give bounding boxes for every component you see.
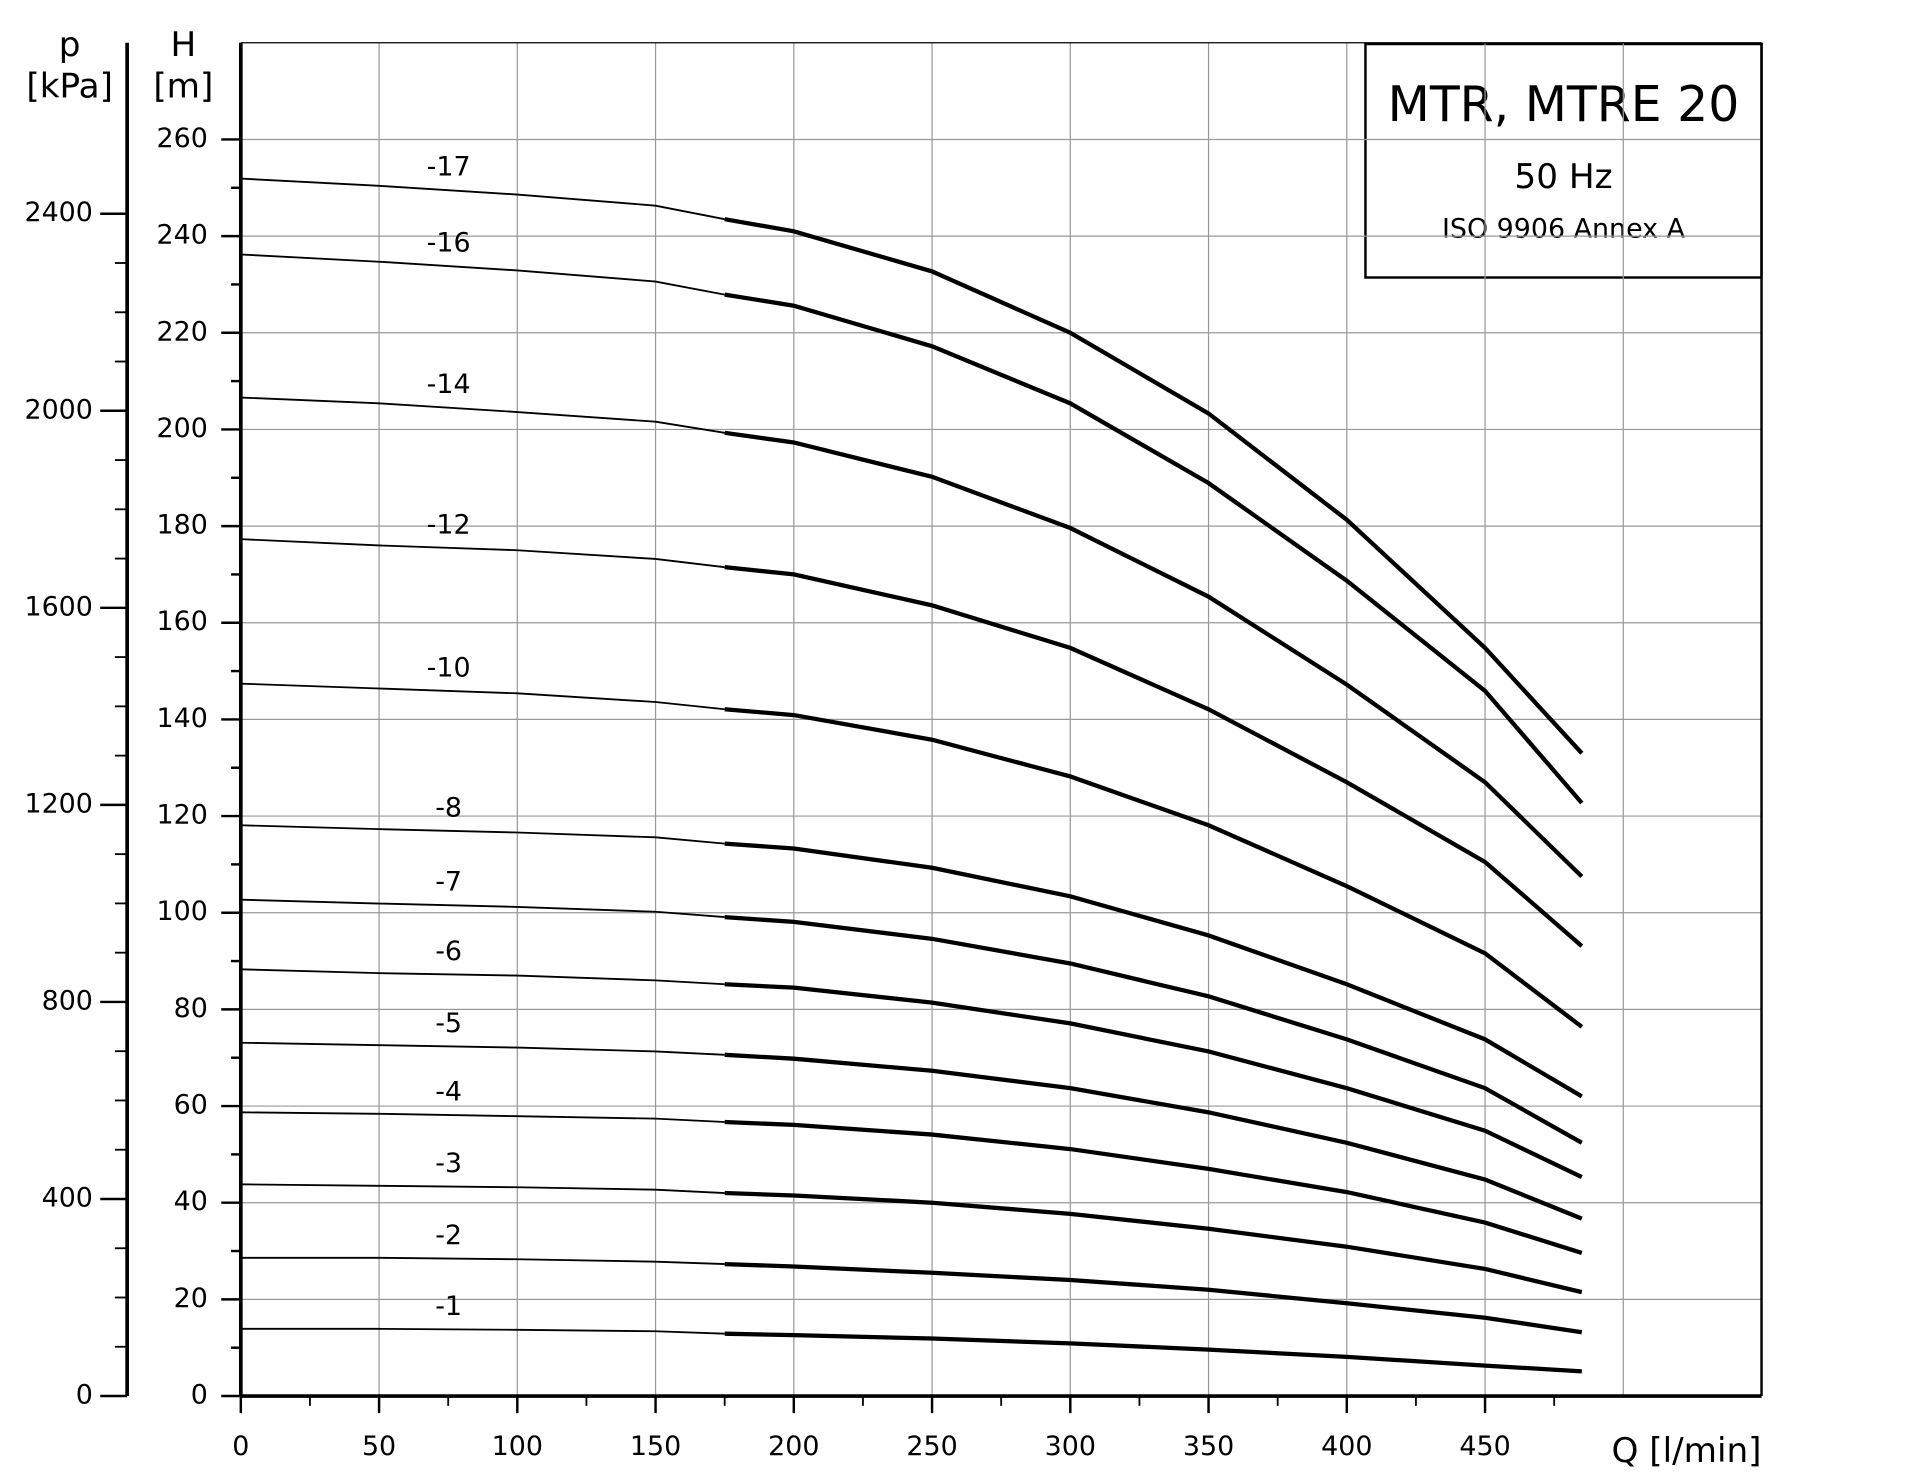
series-label: -6: [435, 936, 462, 967]
y-tick-label: 240: [157, 220, 208, 251]
series-label: -5: [435, 1008, 462, 1039]
series-label: -3: [435, 1148, 462, 1179]
series-label: -1: [435, 1291, 462, 1322]
x-tick-label: 450: [1459, 1431, 1510, 1462]
chart-note: ISO 9906 Annex A: [1442, 213, 1686, 244]
curve: [724, 217, 1584, 755]
x-tick-label: 200: [768, 1431, 819, 1462]
curve-thin: [240, 1111, 725, 1123]
y-tick-label: 100: [157, 896, 208, 927]
series-label: -4: [435, 1076, 462, 1107]
y2-axis-label: p: [59, 25, 81, 65]
y-tick-label: 200: [157, 413, 208, 444]
y-tick-label: 40: [174, 1186, 208, 1217]
curve: [724, 1331, 1582, 1374]
series-label: -12: [427, 509, 471, 540]
x-axis-label: Q [l/min]: [1611, 1431, 1761, 1471]
y-tick-label: 260: [157, 123, 208, 154]
series-label: -10: [427, 652, 471, 683]
curve-thin: [240, 824, 725, 845]
curve-thin: [240, 1041, 725, 1056]
y2-tick-label: 800: [42, 985, 93, 1016]
curve: [724, 1190, 1583, 1295]
series-label: -7: [435, 867, 462, 898]
y-axis-label: H: [170, 25, 196, 65]
curve-thin: [240, 1183, 725, 1194]
x-tick-label: 300: [1045, 1431, 1096, 1462]
curve-thin: [240, 538, 725, 569]
y-axis-label: [m]: [153, 67, 213, 107]
y-tick-label: 80: [174, 993, 208, 1024]
y2-tick-label: 2400: [24, 197, 92, 228]
curve-thin: [240, 177, 725, 221]
y-tick-label: 60: [174, 1090, 208, 1121]
y-tick-label: 180: [157, 510, 208, 541]
chart-subtitle: 50 Hz: [1514, 157, 1612, 197]
curve: [724, 841, 1583, 1099]
x-tick-label: 100: [492, 1431, 543, 1462]
y2-tick-label: 1200: [24, 788, 92, 819]
y-tick-label: 140: [157, 703, 208, 734]
curve: [724, 292, 1584, 805]
y2-tick-label: 0: [76, 1380, 93, 1411]
curve-thin: [240, 898, 725, 918]
y2-axis-label: [kPa]: [26, 67, 113, 107]
y-tick-label: 20: [174, 1283, 208, 1314]
series-label: -14: [427, 369, 471, 400]
curve-thin: [240, 682, 725, 711]
y-tick-label: 160: [157, 606, 208, 637]
y-tick-label: 220: [157, 316, 208, 347]
x-tick-label: 350: [1183, 1431, 1234, 1462]
y2-tick-label: 1600: [24, 591, 92, 622]
series-label: -16: [427, 228, 471, 259]
curve: [724, 982, 1583, 1180]
curve-thin: [240, 1256, 725, 1266]
curve-thin: [240, 253, 725, 296]
curve: [724, 565, 1584, 948]
y-tick-label: 120: [157, 800, 208, 831]
x-tick-label: 400: [1321, 1431, 1372, 1462]
curve-thin: [240, 968, 725, 986]
y2-tick-label: 400: [42, 1182, 93, 1213]
series-label: -2: [435, 1220, 462, 1251]
curve: [724, 707, 1584, 1029]
title-box: [1364, 42, 1763, 279]
curve-thin: [240, 396, 725, 434]
curve-thin: [240, 1327, 725, 1335]
x-tick-label: 0: [232, 1431, 249, 1462]
x-tick-label: 250: [906, 1431, 957, 1462]
x-tick-label: 50: [362, 1431, 396, 1462]
curve: [724, 914, 1583, 1145]
y2-tick-label: 2000: [24, 394, 92, 425]
y-tick-label: 0: [191, 1380, 208, 1411]
chart-title: MTR, MTRE 20: [1388, 76, 1740, 133]
x-tick-label: 150: [630, 1431, 681, 1462]
curve: [724, 1261, 1583, 1335]
curve: [724, 430, 1584, 879]
curve: [724, 1052, 1583, 1221]
series-label: -17: [427, 152, 471, 183]
series-label: -8: [435, 792, 462, 823]
curve: [724, 1119, 1583, 1256]
